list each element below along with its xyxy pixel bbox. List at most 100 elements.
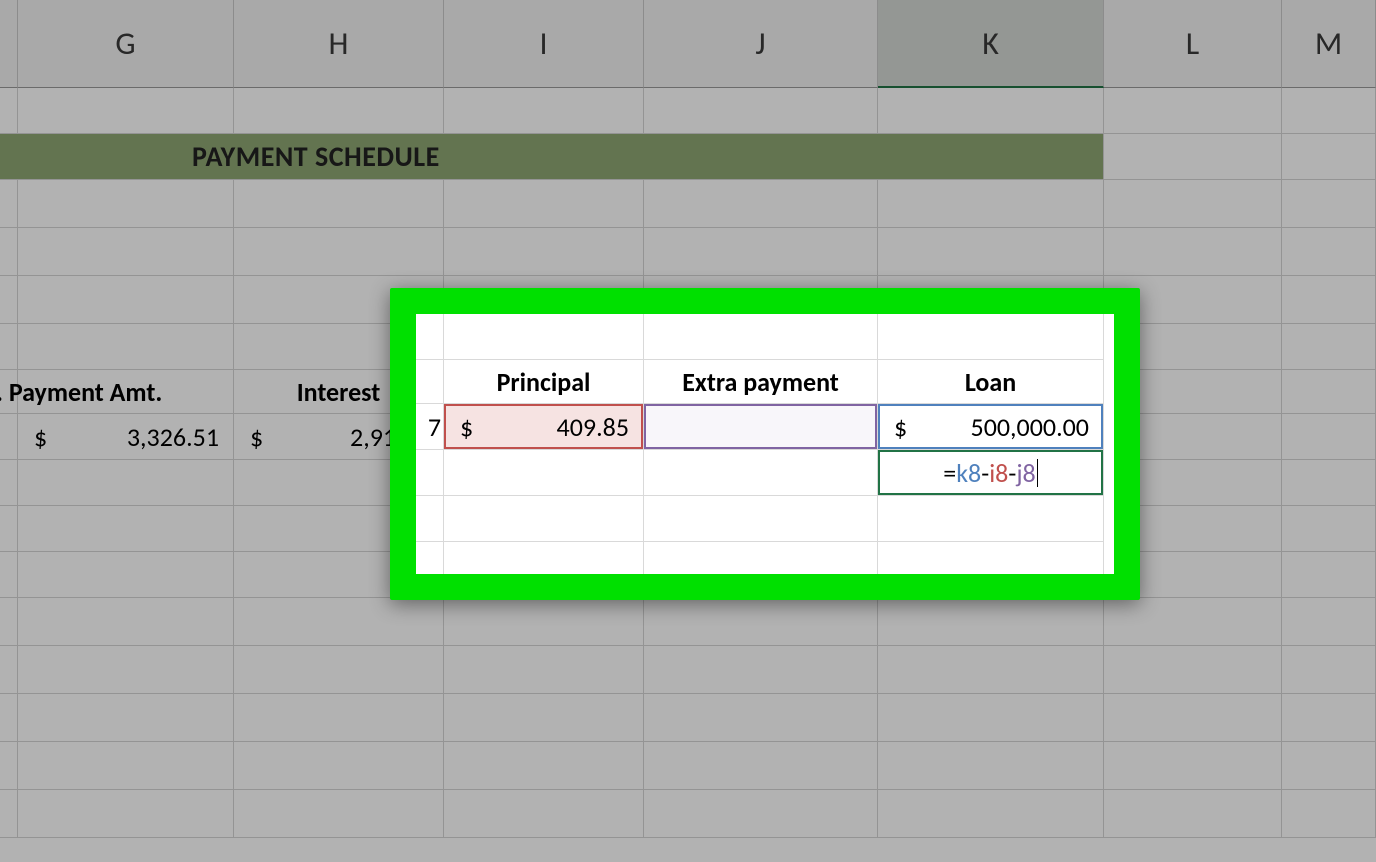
cell[interactable] [1282,646,1376,694]
cell-payment-amt[interactable]: $3,326.51 [18,414,234,460]
cell[interactable] [1282,742,1376,790]
cell[interactable] [234,646,444,694]
cell[interactable] [0,506,18,552]
column-header-M[interactable]: M [1282,0,1376,88]
cell[interactable] [1104,694,1282,742]
cell[interactable] [1282,370,1376,414]
cell[interactable] [644,742,878,790]
cell[interactable] [18,88,234,134]
cell[interactable] [1282,506,1376,552]
cell[interactable] [0,228,18,276]
cell[interactable] [0,598,18,646]
cell[interactable] [878,88,1104,134]
cell[interactable] [18,598,234,646]
row-blank [0,646,1376,694]
cell[interactable] [18,180,234,228]
cell[interactable] [1282,134,1376,180]
cell[interactable] [1104,134,1282,180]
column-header-I[interactable]: I [444,0,644,88]
cell[interactable] [1104,790,1282,838]
cell[interactable] [18,228,234,276]
cell[interactable] [234,598,444,646]
cell[interactable] [1104,646,1282,694]
hl-cell-extra-payment[interactable] [644,404,878,450]
cell[interactable] [18,460,234,506]
cell[interactable] [644,790,878,838]
hl-cell-editing[interactable]: =k8-i8-j8 [878,450,1104,496]
cell[interactable] [444,598,644,646]
cell[interactable] [234,694,444,742]
cell[interactable] [878,646,1104,694]
cell[interactable] [1282,276,1376,324]
cell[interactable] [644,228,878,276]
cell[interactable] [18,276,234,324]
cell[interactable] [1282,180,1376,228]
cell[interactable] [444,180,644,228]
cell[interactable] [0,180,18,228]
cell[interactable] [1104,180,1282,228]
cell[interactable] [644,88,878,134]
cell[interactable] [1282,694,1376,742]
cell[interactable] [444,88,644,134]
hl-row-blank [416,542,1114,574]
cell[interactable] [444,694,644,742]
cell[interactable] [1282,790,1376,838]
cell[interactable] [878,742,1104,790]
cell[interactable] [0,324,18,370]
cell[interactable] [1104,88,1282,134]
cell[interactable] [0,460,18,506]
cell[interactable] [444,646,644,694]
cell[interactable] [1282,88,1376,134]
cell[interactable] [444,228,644,276]
cell[interactable] [18,646,234,694]
cell[interactable] [644,598,878,646]
cell[interactable] [234,790,444,838]
cell[interactable] [878,598,1104,646]
cell[interactable] [18,552,234,598]
cell[interactable] [1282,228,1376,276]
cell[interactable] [1104,742,1282,790]
cell[interactable] [18,694,234,742]
cell[interactable] [0,742,18,790]
cell[interactable] [18,790,234,838]
column-header-gutter[interactable] [0,0,18,88]
column-header-L[interactable]: L [1104,0,1282,88]
cell[interactable] [234,180,444,228]
cell[interactable] [878,694,1104,742]
formula-editor[interactable]: =k8-i8-j8 [878,450,1103,495]
cell[interactable] [0,790,18,838]
cell[interactable] [644,694,878,742]
cell[interactable] [444,742,644,790]
cell[interactable] [234,228,444,276]
cell[interactable] [18,324,234,370]
cell[interactable] [878,180,1104,228]
cell[interactable] [234,88,444,134]
cell[interactable] [234,742,444,790]
hl-cell-loan[interactable]: $500,000.00 [878,404,1104,450]
hl-cell-principal[interactable]: $409.85 [444,404,644,450]
cell[interactable] [1282,460,1376,506]
cell[interactable] [644,180,878,228]
cell[interactable] [1104,228,1282,276]
cell[interactable] [878,228,1104,276]
cell[interactable] [0,552,18,598]
cell[interactable] [1282,324,1376,370]
column-header-J[interactable]: J [644,0,878,88]
cell[interactable] [1282,598,1376,646]
cell[interactable] [444,790,644,838]
cell[interactable] [1282,414,1376,460]
cell[interactable] [0,694,18,742]
cell[interactable] [0,276,18,324]
cell[interactable] [1282,552,1376,598]
cell[interactable] [0,88,18,134]
column-header-H[interactable]: H [234,0,444,88]
cell[interactable] [0,646,18,694]
cell[interactable] [18,742,234,790]
column-header-K[interactable]: K [878,0,1104,88]
cell[interactable] [878,790,1104,838]
cell[interactable] [644,646,878,694]
column-header-G[interactable]: G [18,0,234,88]
cell[interactable] [18,506,234,552]
cell[interactable] [1104,598,1282,646]
cell[interactable] [0,414,18,460]
